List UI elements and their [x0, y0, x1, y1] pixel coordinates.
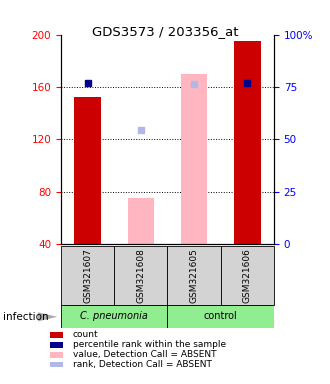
Text: value, Detection Call = ABSENT: value, Detection Call = ABSENT — [73, 350, 216, 359]
Bar — [61, 305, 168, 328]
Text: GSM321608: GSM321608 — [136, 248, 146, 303]
Bar — [168, 305, 274, 328]
Text: GSM321605: GSM321605 — [189, 248, 199, 303]
Bar — [181, 74, 207, 244]
Text: GSM321607: GSM321607 — [83, 248, 92, 303]
Bar — [74, 98, 101, 244]
Bar — [61, 246, 114, 305]
Text: GSM321606: GSM321606 — [243, 248, 252, 303]
Text: infection: infection — [3, 312, 49, 322]
Bar — [114, 246, 168, 305]
Text: GDS3573 / 203356_at: GDS3573 / 203356_at — [92, 25, 238, 38]
Text: control: control — [204, 311, 238, 321]
Text: rank, Detection Call = ABSENT: rank, Detection Call = ABSENT — [73, 360, 212, 369]
Bar — [234, 41, 261, 244]
Text: percentile rank within the sample: percentile rank within the sample — [73, 340, 226, 349]
Bar — [128, 198, 154, 244]
Polygon shape — [38, 312, 57, 321]
Bar — [168, 246, 221, 305]
Text: count: count — [73, 330, 98, 339]
Bar — [221, 246, 274, 305]
Text: C. pneumonia: C. pneumonia — [80, 311, 148, 321]
